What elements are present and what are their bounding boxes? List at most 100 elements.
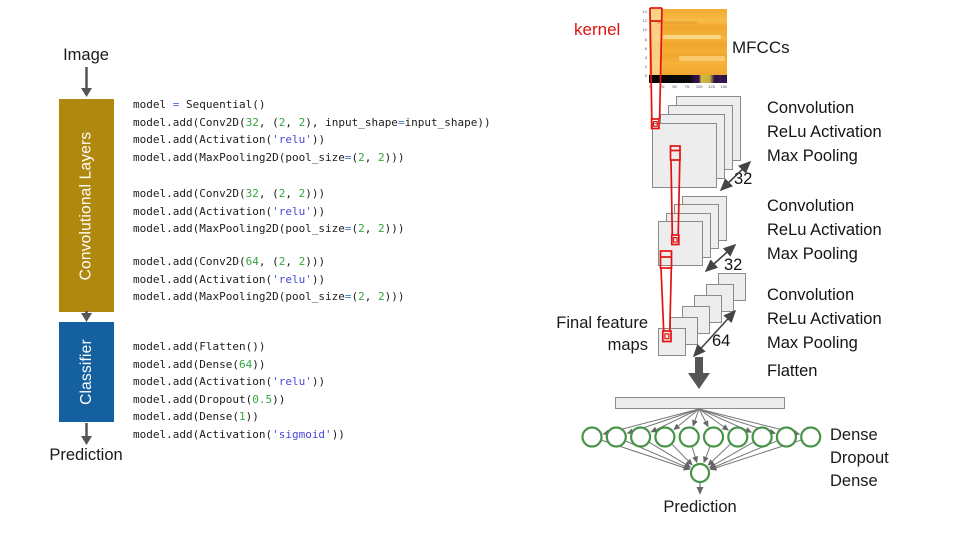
converge-edge <box>624 440 691 470</box>
code-line: model.add(MaxPooling2D(pool_size=(2, 2))… <box>133 288 405 306</box>
fanout-edge <box>602 408 700 436</box>
code-token: Sequential() <box>179 98 266 111</box>
code-token: , <box>285 187 299 200</box>
hidden-neuron <box>629 426 652 448</box>
conv-stage-label: Convolution ReLu Activation Max Pooling <box>767 194 882 266</box>
code-line: model.add(Conv2D(32, (2, 2), input_shape… <box>133 114 491 132</box>
code-token: 'relu' <box>272 272 312 286</box>
code-line: model.add(Flatten()) <box>133 338 345 356</box>
code-token: model.add(Activation( <box>133 427 273 441</box>
hidden-neuron <box>702 426 725 448</box>
mfcc-x-tick: 75 <box>684 84 690 89</box>
fanout-edge <box>698 408 753 433</box>
code-token: = <box>172 98 180 111</box>
code-token: 2 <box>278 255 286 268</box>
hidden-neuron <box>581 426 603 448</box>
dense-block-labels: Dense Dropout Dense <box>830 424 889 493</box>
converge-edge <box>703 445 711 464</box>
code-block: model.add(Flatten()) model.add(Dense(64))… <box>133 338 345 443</box>
code-line: model.add(Activation('relu')) <box>133 131 491 149</box>
code-token: ))) <box>384 290 405 303</box>
mfcc-first-column <box>649 9 661 75</box>
code-token: model.add(Activation( <box>133 272 273 286</box>
dropout-label: Dropout <box>830 449 889 467</box>
conv-stage-line: Convolution <box>767 197 855 215</box>
feature-map-stack-1 <box>652 123 717 188</box>
hidden-neuron <box>800 426 822 448</box>
code-token: model.add(MaxPooling2D(pool_size <box>133 290 345 303</box>
code-block: model.add(Conv2D(64, (2, 2))) model.add(A… <box>133 253 405 306</box>
mfcc-x-tick: 125 <box>708 84 715 89</box>
hidden-neuron <box>678 426 700 448</box>
conv-stage-line: Max Pooling <box>767 334 858 352</box>
mfcc-streak <box>679 56 725 61</box>
converge-edge <box>691 445 698 463</box>
feature-map-stack-3 <box>658 328 686 356</box>
mfcc-bottom-row <box>649 75 727 83</box>
conv-stage-label: Convolution ReLu Activation Max Pooling <box>767 283 882 355</box>
code-token: )) <box>245 410 259 423</box>
code-line: model.add(Conv2D(64, (2, 2))) <box>133 253 405 271</box>
conv-stage-line: Max Pooling <box>767 245 858 263</box>
code-token: 0.5 <box>252 392 273 406</box>
hidden-neuron <box>775 426 798 448</box>
code-token: 1 <box>238 410 246 423</box>
input-image-label: Image <box>63 46 109 64</box>
code-token: = <box>344 290 352 303</box>
conv-stage-line: ReLu Activation <box>767 310 882 328</box>
mfcc-x-tick: 0 <box>648 84 652 89</box>
filter-count-label: 64 <box>712 332 731 350</box>
mfcc-x-tick: 25 <box>660 84 665 89</box>
mfcc-y-tick: 10 <box>642 27 647 33</box>
code-line: model.add(Dense(64)) <box>133 356 345 374</box>
code-token: , <box>285 115 299 129</box>
mfcc-y-tick: 0 <box>644 73 647 79</box>
mfcc-streak <box>657 21 697 24</box>
converge-edge <box>671 443 693 466</box>
code-token: ( <box>351 222 359 235</box>
code-line: model.add(Activation('relu')) <box>133 203 405 221</box>
code-token: 2 <box>378 150 385 164</box>
code-token: , <box>364 222 379 235</box>
code-token: )) <box>311 272 326 286</box>
code-token: )) <box>331 427 345 441</box>
code-token: 32 <box>245 187 259 200</box>
code-token: )) <box>272 392 286 406</box>
code-token: model.add(Activation( <box>133 204 273 218</box>
mfcc-y-tick: 14 <box>642 9 647 14</box>
code-token: model.add(Dropout( <box>133 392 253 406</box>
final-feature-maps-label: Final feature maps <box>538 312 648 356</box>
code-token: , <box>364 290 379 303</box>
converge-edge <box>709 441 755 468</box>
code-token: ))) <box>305 255 326 268</box>
hidden-neuron <box>654 426 676 448</box>
code-token: ), input_shape <box>305 115 398 129</box>
code-token: 2 <box>358 222 365 235</box>
code-token: , <box>364 150 379 164</box>
mfcc-y-tick: 12 <box>642 18 647 24</box>
code-token: model <box>133 98 173 111</box>
code-token: 'relu' <box>272 133 312 146</box>
code-token: 2 <box>358 290 365 303</box>
mfcc-x-tick: 50 <box>672 84 677 89</box>
code-token: input_shape)) <box>404 115 491 129</box>
code-token: model.add(Activation( <box>133 375 273 388</box>
code-token: model.add(Dense( <box>133 410 239 423</box>
code-token: ))) <box>384 150 405 164</box>
filter-count-label: 32 <box>724 256 743 274</box>
code-token: 'sigmoid' <box>272 427 332 441</box>
code-token: 2 <box>278 115 286 129</box>
mfcc-x-tick: 150 <box>720 84 728 89</box>
code-token: = <box>397 115 405 129</box>
mfcc-title: MFCCs <box>732 38 790 57</box>
converge-edge <box>709 439 802 471</box>
code-token: model.add(MaxPooling2D(pool_size <box>133 222 345 235</box>
code-token: 2 <box>378 290 385 303</box>
dense-label: Dense <box>830 426 878 444</box>
code-token: 2 <box>358 150 365 164</box>
code-token: ))) <box>305 187 326 200</box>
code-block: model = Sequential() model.add(Conv2D(32,… <box>133 96 491 166</box>
converge-edge <box>600 439 691 471</box>
mfcc-spectrogram <box>649 9 727 83</box>
hidden-neuron <box>727 426 749 448</box>
